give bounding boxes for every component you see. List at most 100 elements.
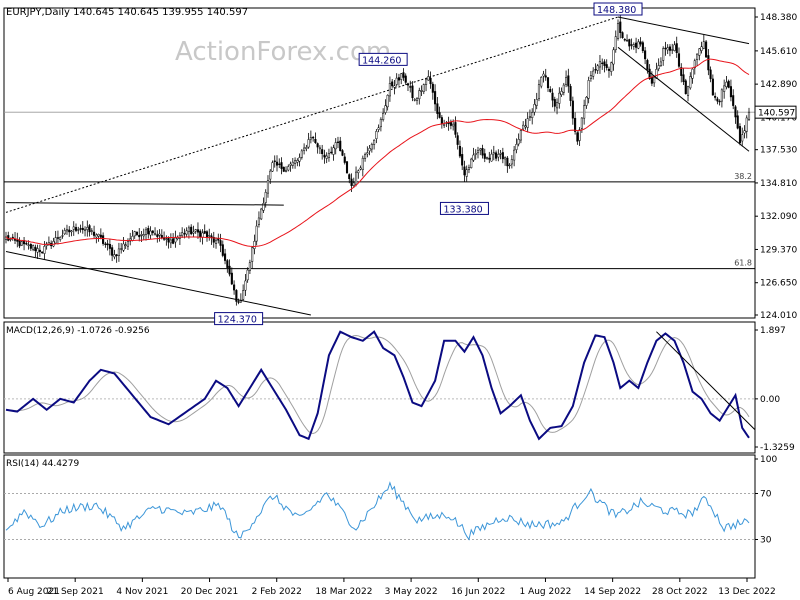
candle-body xyxy=(86,227,89,230)
candle-body xyxy=(275,161,279,166)
candle-body xyxy=(357,170,360,174)
candle-body xyxy=(747,111,751,120)
macd-title: MACD(12,26,9) -1.0726 -0.9256 xyxy=(6,326,150,336)
candle-body xyxy=(149,230,152,236)
candle-body xyxy=(657,65,660,70)
candle-body xyxy=(488,157,491,160)
candle-body xyxy=(257,217,260,225)
candle-body xyxy=(449,122,452,126)
candle-body xyxy=(106,243,109,246)
candle-body xyxy=(169,239,172,244)
candle-body xyxy=(386,94,389,108)
candle-body xyxy=(659,61,662,67)
candle-body xyxy=(506,157,509,167)
candle-body xyxy=(610,62,613,72)
candle-body xyxy=(603,61,606,66)
candle-body xyxy=(612,49,615,65)
candle-body xyxy=(571,100,574,119)
candle-body xyxy=(594,69,597,71)
candle-body xyxy=(190,226,193,235)
rsi-y-tick-label: 70 xyxy=(760,490,772,500)
price-y-tick-label: 132.090 xyxy=(760,212,797,222)
rsi-title: RSI(14) 44.4279 xyxy=(6,459,79,469)
candle-body xyxy=(242,290,245,300)
candle-body xyxy=(485,157,489,159)
candle-body xyxy=(212,237,215,243)
candle-body xyxy=(108,244,111,249)
candle-body xyxy=(203,230,206,234)
candle-body xyxy=(246,269,249,281)
candle-body xyxy=(508,164,511,167)
candle-body xyxy=(743,130,746,134)
x-tick-label: 6 Aug 2021 xyxy=(8,587,60,597)
macd-y-tick-label: 1.897 xyxy=(760,326,786,336)
candle-body xyxy=(402,72,405,78)
candle-body xyxy=(456,135,459,145)
price-y-tick-label: 129.370 xyxy=(760,245,797,255)
candle-body xyxy=(70,230,73,233)
candle-body xyxy=(662,48,665,61)
candle-body xyxy=(422,84,425,92)
candle-body xyxy=(598,61,601,68)
candle-body xyxy=(294,160,297,164)
candle-body xyxy=(289,163,292,166)
candle-body xyxy=(569,86,572,101)
candle-body xyxy=(38,249,41,252)
candle-body xyxy=(95,234,98,238)
price-y-tick-label: 134.810 xyxy=(760,179,797,189)
candle-body xyxy=(628,39,631,47)
candle-body xyxy=(18,240,21,247)
price-annotation-box xyxy=(214,312,264,326)
price-annotation-box xyxy=(358,52,408,66)
candle-body xyxy=(230,272,233,285)
candle-body xyxy=(156,234,159,237)
candle-body xyxy=(219,240,222,246)
candle-body xyxy=(562,84,565,93)
candle-body xyxy=(537,84,541,100)
candle-body xyxy=(691,68,694,79)
candle-body xyxy=(25,243,28,245)
candle-body xyxy=(472,154,475,161)
x-tick-label: 21 Sep 2021 xyxy=(47,587,104,597)
macd-y-tick-label: 0.00 xyxy=(760,395,780,405)
candle-body xyxy=(336,141,340,143)
candle-body xyxy=(260,208,263,220)
candle-body xyxy=(454,122,457,135)
candle-body xyxy=(117,248,120,256)
candle-body xyxy=(666,47,669,51)
candle-body xyxy=(519,130,522,141)
candle-body xyxy=(224,253,227,261)
candle-body xyxy=(364,154,367,159)
candle-body xyxy=(587,80,590,99)
candle-body xyxy=(420,90,423,92)
rising-dotted-trendline xyxy=(5,16,619,213)
candle-body xyxy=(632,44,635,47)
candle-body xyxy=(296,160,299,163)
rsi-y-tick-label: 30 xyxy=(760,536,772,546)
candle-body xyxy=(720,89,723,102)
price-annotation-label: 124.370 xyxy=(218,315,257,326)
candle-body xyxy=(673,44,676,51)
candle-body xyxy=(431,83,434,93)
candle-body xyxy=(269,170,272,180)
candle-body xyxy=(354,171,358,185)
candle-body xyxy=(605,64,608,68)
candle-body xyxy=(172,238,175,244)
candle-body xyxy=(273,160,276,162)
candle-body xyxy=(56,237,59,239)
candle-body xyxy=(255,225,258,242)
candle-body xyxy=(187,227,190,232)
candle-body xyxy=(244,280,247,291)
candle-body xyxy=(693,60,696,69)
candle-body xyxy=(481,148,484,156)
candle-body xyxy=(531,112,534,118)
candle-body xyxy=(664,47,667,50)
watermark: ActionForex.com xyxy=(175,37,391,67)
candle-body xyxy=(65,229,69,232)
candle-body xyxy=(72,226,75,230)
candle-body xyxy=(682,74,685,83)
candle-body xyxy=(307,139,310,148)
price-annotation-label: 144.260 xyxy=(362,55,401,66)
candle-body xyxy=(366,152,369,155)
